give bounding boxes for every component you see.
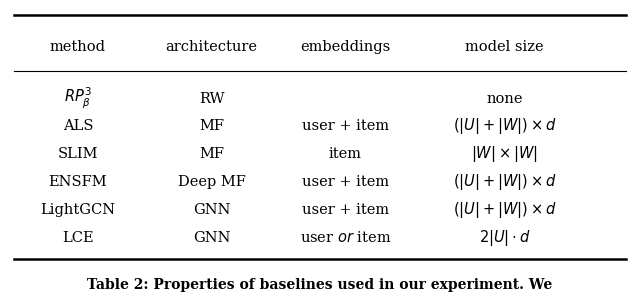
Text: $RP^3_{\beta}$: $RP^3_{\beta}$ <box>64 86 92 111</box>
Text: $2|U|\cdot d$: $2|U|\cdot d$ <box>479 228 531 248</box>
Text: RW: RW <box>199 91 225 106</box>
Text: Deep MF: Deep MF <box>178 175 246 189</box>
Text: GNN: GNN <box>193 203 230 217</box>
Text: user + item: user + item <box>302 175 389 189</box>
Text: embeddings: embeddings <box>300 40 390 54</box>
Text: ALS: ALS <box>63 119 93 133</box>
Text: architecture: architecture <box>166 40 258 54</box>
Text: $(|U|+|W|)\times d$: $(|U|+|W|)\times d$ <box>453 116 557 136</box>
Text: user + item: user + item <box>302 203 389 217</box>
Text: $(|U|+|W|)\times d$: $(|U|+|W|)\times d$ <box>453 200 557 220</box>
Text: Table 2: Properties of baselines used in our experiment. We: Table 2: Properties of baselines used in… <box>88 278 552 292</box>
Text: LCE: LCE <box>62 231 93 245</box>
Text: $|W|\times|W|$: $|W|\times|W|$ <box>472 144 538 164</box>
Text: ENSFM: ENSFM <box>49 175 107 189</box>
Text: user + item: user + item <box>302 119 389 133</box>
Text: MF: MF <box>199 119 224 133</box>
Text: GNN: GNN <box>193 231 230 245</box>
Text: model size: model size <box>465 40 544 54</box>
Text: none: none <box>486 91 523 106</box>
Text: $(|U|+|W|)\times d$: $(|U|+|W|)\times d$ <box>453 172 557 192</box>
Text: method: method <box>50 40 106 54</box>
Text: LightGCN: LightGCN <box>40 203 115 217</box>
Text: SLIM: SLIM <box>58 147 98 161</box>
Text: MF: MF <box>199 147 224 161</box>
Text: item: item <box>329 147 362 161</box>
Text: user $\mathit{or}$ item: user $\mathit{or}$ item <box>300 230 391 245</box>
